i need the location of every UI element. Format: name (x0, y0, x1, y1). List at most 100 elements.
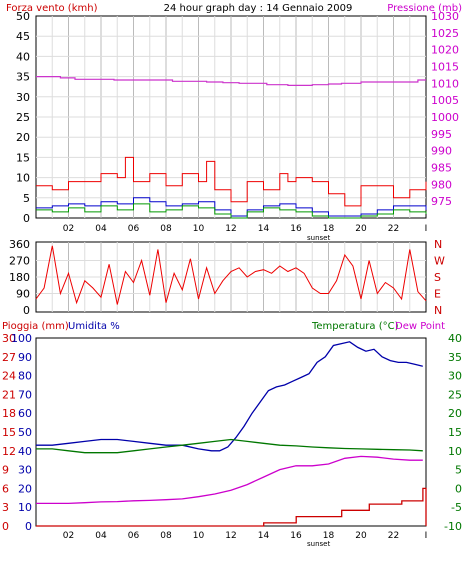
rain-tick-labels: 0 3 6 9 12 15 18 21 24 27 30 (2, 332, 16, 533)
temperature-axis-title: Temperatura (°C) (311, 321, 399, 332)
pressure-tick: 980 (431, 178, 452, 191)
humidity-tick: 80 (18, 370, 32, 383)
humidity-tick: 50 (18, 426, 32, 439)
hour-tick: 14 (258, 531, 270, 541)
chart-title: 24 hour graph day : 14 Gennaio 2009 (164, 3, 353, 14)
wind-speed-tick: 10 (16, 172, 30, 185)
series-line (36, 156, 427, 207)
series-line (36, 455, 423, 505)
wind-speed-tick-labels: 0 5 10 15 20 25 30 35 40 45 50 (16, 10, 30, 225)
wind-speed-tick: 5 (23, 192, 30, 205)
wind-speed-tick: 25 (16, 111, 30, 124)
wind-axis-title: Forza vento (kmh) (6, 3, 98, 14)
hour-tick: 18 (323, 224, 335, 234)
hour-tick: 16 (290, 531, 302, 541)
degree-tick: 0 (23, 304, 30, 317)
hour-tick: 22 (388, 224, 399, 234)
pressure-tick: 1000 (431, 111, 459, 124)
rain-humidity-temp-x-tick-labels: 02 04 06 08 10 12 14 16 18 20 22 I (63, 531, 428, 541)
hour-tick: 06 (128, 224, 140, 234)
wind-pressure-series (36, 76, 427, 219)
pressure-tick: 985 (431, 162, 452, 175)
wind-direction-grid (36, 242, 426, 312)
degree-tick: 90 (16, 288, 30, 301)
compass-tick: W (434, 255, 445, 268)
hour-tick: 08 (160, 224, 172, 234)
pressure-tick: 1020 (431, 44, 459, 57)
temperature-tick: 5 (455, 464, 462, 477)
rain-tick: 0 (2, 520, 9, 533)
rain-tick: 12 (2, 445, 16, 458)
hour-tick: 04 (95, 531, 107, 541)
hour-tick: 14 (258, 224, 270, 234)
temperature-tick: 15 (448, 426, 462, 439)
hour-tick: I (425, 531, 428, 541)
rain-tick: 3 (2, 501, 9, 514)
direction-line (35, 245, 427, 305)
pressure-axis-title: Pressione (mb) (387, 3, 462, 14)
temperature-tick: -10 (444, 520, 462, 533)
pressure-tick: 1025 (431, 27, 459, 40)
rain-humidity-temp-series (36, 341, 427, 527)
temperature-tick: -5 (451, 501, 462, 514)
degree-tick: 360 (9, 238, 30, 251)
pressure-tick-labels: 975 980 985 990 995 1000 1005 1010 1015 1020 1025 1… (431, 10, 459, 208)
hour-tick: 12 (225, 224, 236, 234)
rain-humidity-temp-plot-area (35, 337, 427, 527)
humidity-axis-title: Umidita % (68, 321, 120, 332)
temperature-tick: 30 (448, 370, 462, 383)
humidity-tick: 90 (18, 351, 32, 364)
rain-tick: 27 (2, 351, 16, 364)
humidity-tick: 0 (25, 520, 32, 533)
rain-tick: 18 (2, 407, 16, 420)
humidity-tick: 30 (18, 464, 32, 477)
hour-tick: 06 (128, 531, 140, 541)
wind-speed-tick: 0 (23, 212, 30, 225)
rain-tick: 9 (2, 464, 9, 477)
sunset-label-bottom: sunset (307, 540, 330, 548)
rain-tick: 21 (2, 388, 16, 401)
hour-tick: 02 (63, 531, 74, 541)
hour-tick: 12 (225, 531, 236, 541)
pressure-tick: 1005 (431, 94, 459, 107)
humidity-tick: 20 (18, 482, 32, 495)
pressure-tick: 1030 (431, 10, 459, 23)
series-line (36, 487, 427, 527)
hour-tick: 04 (95, 224, 107, 234)
degree-tick: 270 (9, 255, 30, 268)
humidity-tick: 10 (18, 501, 32, 514)
pressure-tick: 975 (431, 195, 452, 208)
rain-tick: 6 (2, 482, 9, 495)
temperature-tick: 10 (448, 445, 462, 458)
temperature-tick: 35 (448, 351, 462, 364)
hour-tick: 08 (160, 531, 172, 541)
compass-tick: N (434, 304, 442, 317)
series-line (36, 203, 427, 219)
wind-speed-tick: 15 (16, 151, 30, 164)
pressure-tick: 995 (431, 128, 452, 141)
hour-tick: I (425, 224, 428, 234)
wind-speed-tick: 30 (16, 91, 30, 104)
series-line (36, 341, 423, 452)
hour-tick: 02 (63, 224, 74, 234)
hour-tick: 10 (193, 531, 205, 541)
hour-tick: 18 (323, 531, 335, 541)
humidity-tick-labels: 0 10 20 30 40 50 60 70 80 90 100 (11, 332, 32, 533)
series-line (36, 76, 426, 86)
wind-direction-degree-labels: 0 90 180 270 360 (9, 238, 30, 317)
dew-point-axis-title: Dew Point (395, 321, 445, 332)
pressure-tick: 990 (431, 145, 452, 158)
hour-tick: 22 (388, 531, 399, 541)
compass-tick: S (434, 271, 441, 284)
degree-tick: 180 (9, 271, 30, 284)
wind-speed-tick: 50 (16, 10, 30, 23)
compass-tick: E (434, 288, 441, 301)
temperature-tick: 25 (448, 388, 462, 401)
humidity-tick: 60 (18, 407, 32, 420)
pressure-tick: 1015 (431, 61, 459, 74)
wind-direction-series (35, 245, 427, 305)
temperature-tick: 40 (448, 332, 462, 345)
humidity-tick: 100 (11, 332, 32, 345)
